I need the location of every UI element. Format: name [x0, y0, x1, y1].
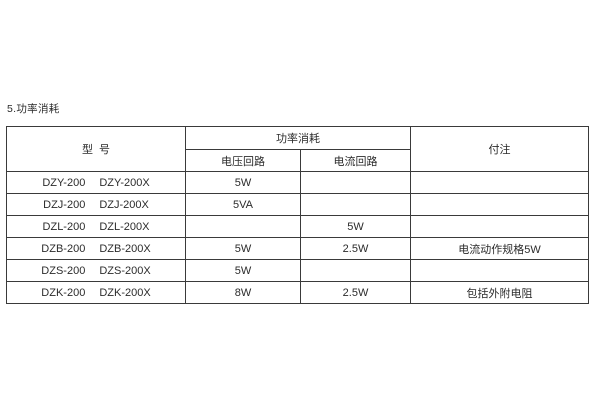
note-cell — [410, 171, 589, 194]
table-row: DZB-200 DZB-200X 5W 2.5W 电流动作规格5W — [6, 237, 589, 260]
model-cell: DZJ-200 DZJ-200X — [6, 193, 186, 216]
model-name: DZJ-200 — [43, 198, 86, 211]
model-name: DZB-200 — [41, 242, 86, 255]
column-header-model: 型 号 — [6, 126, 186, 172]
model-name: DZJ-200X — [99, 198, 149, 211]
note-cell: 包括外附电阻 — [410, 281, 589, 304]
current-circuit-cell — [300, 193, 411, 216]
current-circuit-cell: 2.5W — [300, 281, 411, 304]
model-cell: DZS-200 DZS-200X — [6, 259, 186, 282]
model-name: DZL-200X — [99, 220, 150, 233]
column-header-voltage-circuit: 电压回路 — [185, 149, 301, 172]
voltage-circuit-cell: 5W — [185, 259, 301, 282]
current-circuit-cell: 5W — [300, 215, 411, 238]
header-row-1: 型 号 功率消耗 付注 — [6, 126, 589, 172]
note-cell — [410, 259, 589, 282]
model-cell: DZY-200 DZY-200X — [6, 171, 186, 194]
model-cell: DZK-200 DZK-200X — [6, 281, 186, 304]
model-name: DZL-200 — [42, 220, 86, 233]
model-name: DZS-200 — [41, 264, 86, 277]
power-consumption-table: 型 号 功率消耗 付注 电压回路 电流回路 DZY-200 DZY-200X 5… — [6, 126, 589, 304]
table-row: DZL-200 DZL-200X 5W — [6, 215, 589, 238]
voltage-circuit-cell: 5VA — [185, 193, 301, 216]
model-name: DZS-200X — [99, 264, 151, 277]
section-title: 5.功率消耗 — [7, 103, 60, 115]
column-header-note: 付注 — [410, 126, 589, 172]
note-cell — [410, 215, 589, 238]
model-cell: DZL-200 DZL-200X — [6, 215, 186, 238]
voltage-circuit-cell — [185, 215, 301, 238]
model-name: DZK-200X — [99, 286, 151, 299]
note-cell: 电流动作规格5W — [410, 237, 589, 260]
model-name: DZK-200 — [41, 286, 86, 299]
table-row: DZK-200 DZK-200X 8W 2.5W 包括外附电阻 — [6, 281, 589, 304]
table-row: DZY-200 DZY-200X 5W — [6, 171, 589, 194]
voltage-circuit-cell: 8W — [185, 281, 301, 304]
model-name: DZY-200X — [99, 176, 150, 189]
column-header-power-group: 功率消耗 — [185, 126, 411, 150]
current-circuit-cell: 2.5W — [300, 237, 411, 260]
voltage-circuit-cell: 5W — [185, 237, 301, 260]
current-circuit-cell — [300, 171, 411, 194]
voltage-circuit-cell: 5W — [185, 171, 301, 194]
table-row: DZS-200 DZS-200X 5W — [6, 259, 589, 282]
model-name: DZB-200X — [99, 242, 151, 255]
model-cell: DZB-200 DZB-200X — [6, 237, 186, 260]
note-cell — [410, 193, 589, 216]
column-header-current-circuit: 电流回路 — [300, 149, 411, 172]
table-row: DZJ-200 DZJ-200X 5VA — [6, 193, 589, 216]
current-circuit-cell — [300, 259, 411, 282]
model-name: DZY-200 — [42, 176, 86, 189]
